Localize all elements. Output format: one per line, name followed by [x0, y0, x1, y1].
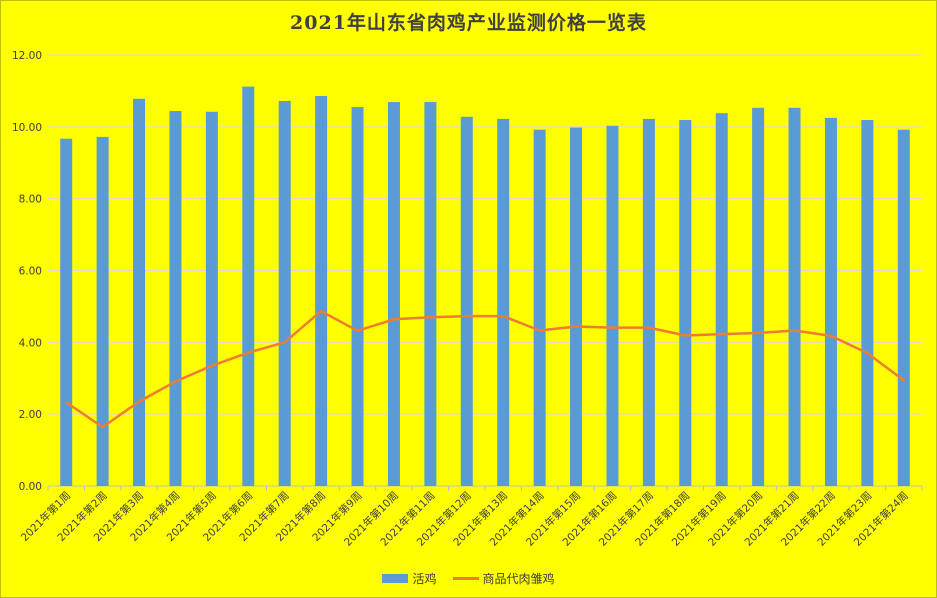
y-tick-label: 8.00	[19, 194, 42, 206]
y-tick-label: 2.00	[19, 409, 42, 421]
bar	[715, 113, 728, 486]
bar	[351, 107, 364, 487]
y-tick-label: 6.00	[19, 266, 42, 278]
bar	[460, 116, 473, 486]
bar	[387, 102, 400, 486]
y-tick-label: 12.00	[12, 50, 42, 62]
y-tick-label: 10.00	[12, 122, 42, 134]
y-tick-label: 4.00	[19, 337, 42, 349]
bar	[752, 107, 765, 487]
bar	[242, 86, 255, 487]
bar	[169, 111, 182, 486]
legend-item-live-chicken: 活鸡	[382, 570, 437, 587]
legend-swatch-bar	[382, 574, 409, 583]
legend-swatch-line	[452, 577, 479, 580]
bar	[96, 136, 109, 486]
legend-label-chick: 商品代肉雏鸡	[482, 572, 555, 586]
bar	[824, 117, 837, 487]
bar	[205, 111, 218, 486]
bar	[679, 120, 692, 487]
chart-title: 2021年山东省肉鸡产业监测价格一览表	[290, 12, 647, 34]
bar	[133, 98, 146, 487]
chart-legend: 活鸡 商品代肉雏鸡	[0, 570, 937, 587]
legend-item-chick: 商品代肉雏鸡	[452, 570, 555, 587]
bar	[424, 102, 437, 486]
bar	[861, 120, 874, 487]
bar	[788, 107, 801, 487]
bar	[606, 125, 619, 487]
bar	[278, 100, 291, 487]
bar	[533, 129, 546, 486]
bar	[570, 127, 583, 486]
y-tick-label: 0.00	[19, 481, 42, 493]
bar	[497, 118, 510, 486]
legend-label-live-chicken: 活鸡	[412, 572, 437, 586]
bar	[315, 95, 328, 486]
series-line	[64, 309, 906, 429]
bar	[60, 138, 73, 486]
bar	[642, 118, 655, 486]
bar	[897, 129, 910, 486]
